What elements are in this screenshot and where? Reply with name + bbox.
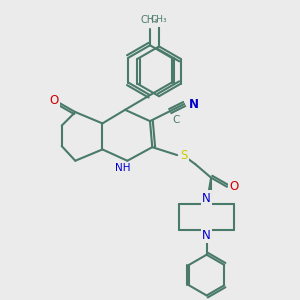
Text: O: O	[49, 94, 58, 107]
Text: CH₃: CH₃	[151, 15, 167, 24]
Text: N: N	[202, 229, 211, 242]
Text: N: N	[202, 192, 211, 205]
Text: NH: NH	[115, 163, 130, 172]
Text: C: C	[172, 116, 180, 125]
Text: CH₃: CH₃	[141, 15, 159, 25]
Text: O: O	[229, 180, 239, 193]
Text: S: S	[180, 148, 188, 162]
Text: N: N	[188, 98, 199, 111]
